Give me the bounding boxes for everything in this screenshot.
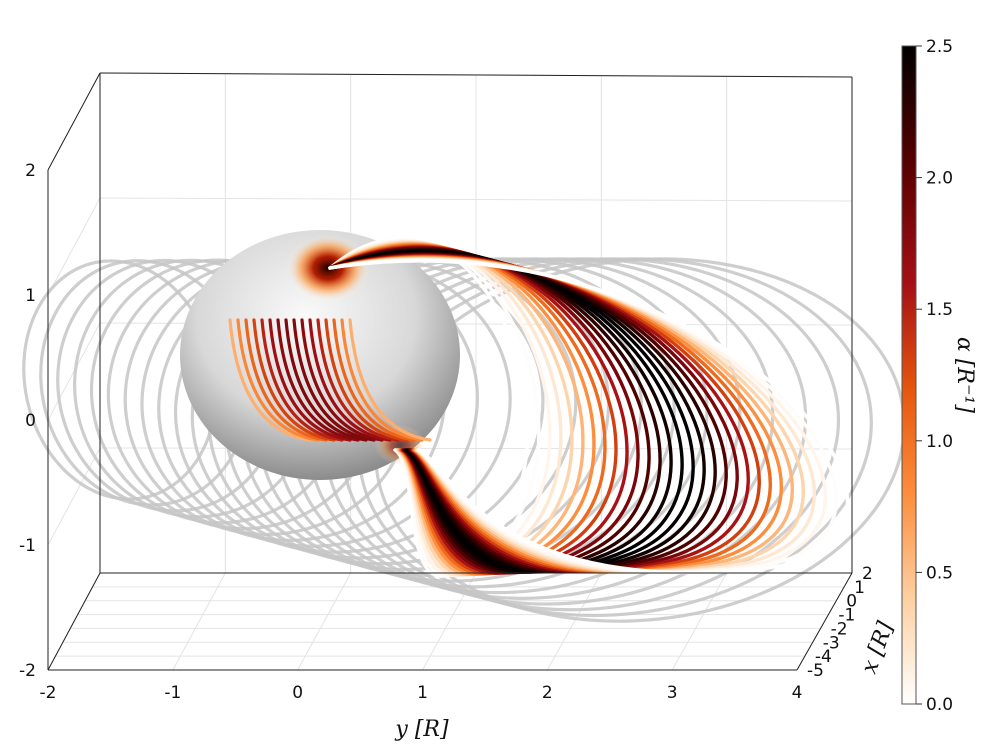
colorbar-label: α [R⁻¹] [952,337,977,413]
sphere-body [180,230,460,480]
y-tick-label: 3 [667,683,678,703]
x-tick-label: 2 [862,564,873,584]
grid-line [297,572,352,671]
y-tick-label: -1 [164,683,181,703]
flux-rope-front-line [276,318,360,442]
grid-line [671,572,728,671]
gray-field-lines [22,238,906,623]
flux-rope-front-line [332,318,416,442]
x-tick-label: 0 [846,592,857,612]
y-tick-label: 0 [292,683,303,703]
flux-rope-front-line [292,318,376,442]
frame-edge [47,572,101,671]
x-tick-label: -3 [823,633,840,653]
z-tick-label: 0 [25,411,36,431]
grid-line [47,447,101,546]
axis-frame [47,72,853,671]
grid-line [99,197,853,202]
flux-rope-front-line [268,318,352,442]
x-tick-label: -5 [807,661,824,681]
x-tick-label: -1 [838,606,855,626]
grid-line [47,197,101,296]
flux-rope-front-line [324,318,408,442]
colorbar-tick-label: 1.5 [926,300,953,320]
flux-rope-front-line [308,318,392,442]
z-tick-label: -1 [19,536,36,556]
z-tick-label: -2 [19,661,36,681]
x-tick-label: 1 [854,578,865,598]
flux-rope-front-line [284,318,368,442]
colored-field-lines [228,237,850,578]
x-tick-label: -2 [831,619,848,639]
frame-edge [47,72,101,171]
flux-rope-front-line [348,318,432,442]
x-tick-label: -4 [815,647,832,667]
colorbar-tick-label: 2.0 [926,169,953,189]
y-tick-label: 2 [542,683,553,703]
frame-edge [796,572,853,671]
flux-rope-front-line [236,318,320,442]
z-tick-label: 1 [25,286,36,306]
y-tick-label: -2 [40,683,57,703]
x-axis-label: x [R] [857,618,899,677]
flux-rope-front-line [316,318,400,442]
flux-rope-front-line [244,318,328,442]
y-tick-label: 4 [792,683,803,703]
frame-edge [99,72,853,78]
colorbar-ticks: 0.0 0.5 1.0 1.5 2.0 2.5 [916,37,953,715]
grid-line [172,572,226,671]
colorbar-tick-label: 0.5 [926,563,953,583]
colorbar: 0.0 0.5 1.0 1.5 2.0 2.5 α [R⁻¹] [901,37,977,715]
colorbar-tick-label: 1.0 [926,432,953,452]
colorbar-tick-label: 2.5 [926,37,953,57]
grid-line [99,447,853,450]
flux-rope-front-line [300,318,384,442]
flux-rope-front-line [260,318,344,442]
z-tick-label: 2 [25,161,36,181]
flux-rope-front-line [228,318,312,442]
sphere-hotspot-top [286,234,370,302]
colorbar-tick-label: 0.0 [926,695,953,715]
y-tick-label: 1 [417,683,428,703]
flux-rope-line [328,259,850,575]
y-axis-label: y [R] [394,717,449,742]
sphere [180,230,460,480]
colorbar-gradient [901,45,917,705]
flux-rope-front-line [252,318,336,442]
flux-rope-front-line [340,318,424,442]
